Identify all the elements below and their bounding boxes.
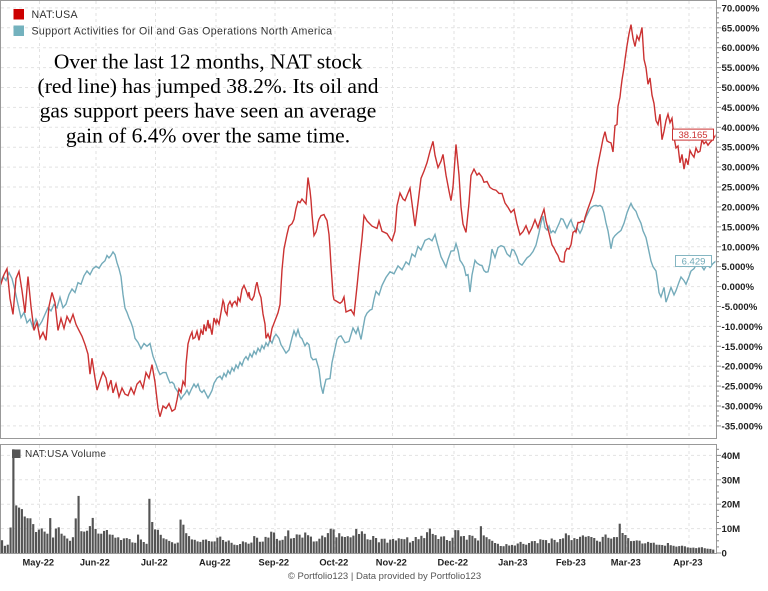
svg-text:Aug-22: Aug-22 xyxy=(199,558,231,568)
svg-text:-15.000%: -15.000% xyxy=(722,342,764,353)
svg-text:0: 0 xyxy=(722,549,727,560)
svg-text:NAT:USA: NAT:USA xyxy=(32,9,79,21)
svg-text:25.000%: 25.000% xyxy=(722,183,760,194)
svg-text:Support Activities for Oil and: Support Activities for Oil and Gas Opera… xyxy=(32,26,333,38)
svg-text:Jul-22: Jul-22 xyxy=(141,558,168,568)
svg-text:-25.000%: -25.000% xyxy=(722,382,764,393)
svg-text:40.000%: 40.000% xyxy=(722,123,760,134)
svg-text:15.000%: 15.000% xyxy=(722,222,760,233)
svg-text:© Portfolio123 | Data provided: © Portfolio123 | Data provided by Portfo… xyxy=(288,571,481,582)
svg-text:NAT:USA Volume: NAT:USA Volume xyxy=(25,449,106,460)
svg-text:50.000%: 50.000% xyxy=(722,83,760,94)
svg-text:-5.000%: -5.000% xyxy=(722,302,758,313)
svg-text:-20.000%: -20.000% xyxy=(722,362,764,373)
svg-text:10M: 10M xyxy=(722,524,741,535)
svg-text:35.000%: 35.000% xyxy=(722,143,760,154)
svg-text:Mar-23: Mar-23 xyxy=(611,558,641,568)
svg-text:Over the last 12 months, NAT s: Over the last 12 months, NAT stock xyxy=(54,50,363,74)
svg-text:gain of 6.4% over the same tim: gain of 6.4% over the same time. xyxy=(66,123,350,147)
svg-text:-30.000%: -30.000% xyxy=(722,402,764,413)
svg-text:Jun-22: Jun-22 xyxy=(80,558,110,568)
svg-text:10.000%: 10.000% xyxy=(722,242,760,253)
svg-text:30M: 30M xyxy=(722,475,741,486)
svg-text:65.000%: 65.000% xyxy=(722,23,760,34)
svg-text:0.000%: 0.000% xyxy=(722,282,755,293)
svg-text:Jan-23: Jan-23 xyxy=(498,558,527,568)
svg-text:Feb-23: Feb-23 xyxy=(556,558,586,568)
svg-text:Dec-22: Dec-22 xyxy=(438,558,469,568)
svg-text:May-22: May-22 xyxy=(23,558,55,568)
svg-text:30.000%: 30.000% xyxy=(722,163,760,174)
svg-text:(red line) has jumped 38.2%. I: (red line) has jumped 38.2%. Its oil and xyxy=(38,74,379,98)
svg-text:20.000%: 20.000% xyxy=(722,202,760,213)
svg-text:20M: 20M xyxy=(722,500,741,511)
svg-text:70.000%: 70.000% xyxy=(722,3,760,14)
svg-text:5.000%: 5.000% xyxy=(722,262,755,273)
svg-text:-10.000%: -10.000% xyxy=(722,322,764,333)
svg-text:6.429: 6.429 xyxy=(682,257,706,268)
svg-text:Nov-22: Nov-22 xyxy=(376,558,407,568)
svg-text:-35.000%: -35.000% xyxy=(722,421,764,432)
svg-text:60.000%: 60.000% xyxy=(722,43,760,54)
svg-text:Oct-22: Oct-22 xyxy=(319,558,348,568)
svg-text:40M: 40M xyxy=(722,451,741,462)
svg-text:Sep-22: Sep-22 xyxy=(259,558,290,568)
svg-text:45.000%: 45.000% xyxy=(722,103,760,114)
svg-text:Apr-23: Apr-23 xyxy=(673,558,702,568)
svg-text:55.000%: 55.000% xyxy=(722,63,760,74)
svg-text:gas support peers have seen an: gas support peers have seen an average xyxy=(40,99,377,123)
svg-text:38.165: 38.165 xyxy=(678,130,707,141)
